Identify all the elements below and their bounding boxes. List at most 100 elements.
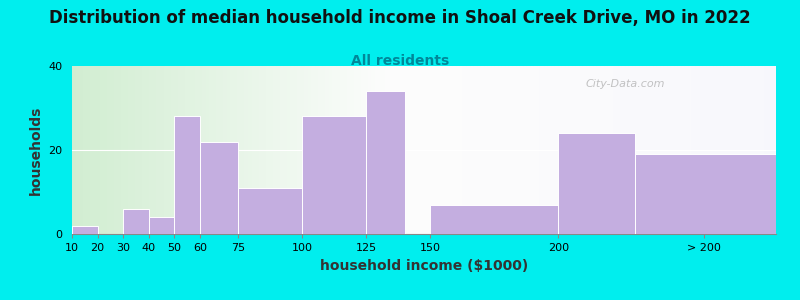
Bar [519, 66, 522, 234]
Bar [160, 66, 163, 234]
Bar [97, 66, 100, 234]
Bar [526, 66, 530, 234]
Bar [82, 66, 86, 234]
Bar [185, 66, 188, 234]
Bar [713, 66, 716, 234]
Bar [374, 66, 378, 234]
Bar [386, 66, 389, 234]
Bar [142, 66, 146, 234]
Bar [635, 154, 776, 234]
Bar [544, 66, 547, 234]
Bar [430, 205, 558, 234]
Y-axis label: households: households [29, 105, 42, 195]
Bar [118, 66, 122, 234]
Bar [410, 66, 414, 234]
Bar [522, 66, 526, 234]
Bar [216, 66, 220, 234]
Bar [72, 66, 75, 234]
Bar [445, 66, 449, 234]
Bar [163, 66, 167, 234]
Bar [477, 66, 480, 234]
Bar [755, 66, 758, 234]
Bar [315, 66, 318, 234]
Bar [726, 66, 730, 234]
Bar [329, 66, 333, 234]
Bar [283, 66, 286, 234]
Bar [230, 66, 234, 234]
Bar [758, 66, 762, 234]
Bar [178, 66, 181, 234]
Bar [558, 133, 635, 234]
Bar [650, 66, 653, 234]
Bar [157, 66, 160, 234]
Bar [484, 66, 487, 234]
Bar [466, 66, 470, 234]
Bar [75, 66, 79, 234]
Bar [72, 226, 98, 234]
Bar [399, 66, 403, 234]
Bar [304, 66, 308, 234]
Bar [530, 66, 533, 234]
Bar [709, 66, 713, 234]
Bar [350, 66, 354, 234]
Bar [238, 188, 302, 234]
Bar [290, 66, 294, 234]
Bar [255, 66, 258, 234]
Bar [403, 66, 406, 234]
Bar [505, 66, 509, 234]
Bar [487, 66, 491, 234]
Bar [625, 66, 628, 234]
Bar [336, 66, 339, 234]
Bar [93, 66, 97, 234]
Bar [128, 66, 132, 234]
Bar [311, 66, 315, 234]
Bar [751, 66, 755, 234]
Bar [286, 66, 290, 234]
Bar [494, 66, 498, 234]
Bar [681, 66, 685, 234]
Bar [575, 66, 579, 234]
Bar [188, 66, 192, 234]
Bar [691, 66, 695, 234]
Bar [550, 66, 554, 234]
Bar [251, 66, 255, 234]
Bar [174, 66, 178, 234]
Bar [266, 66, 269, 234]
Bar [417, 66, 421, 234]
Bar [565, 66, 568, 234]
Bar [167, 66, 170, 234]
Bar [547, 66, 550, 234]
X-axis label: household income ($1000): household income ($1000) [320, 259, 528, 273]
Bar [427, 66, 431, 234]
Bar [318, 66, 322, 234]
Bar [298, 66, 301, 234]
Bar [223, 66, 227, 234]
Bar [512, 66, 515, 234]
Bar [135, 66, 139, 234]
Bar [146, 66, 150, 234]
Bar [579, 66, 582, 234]
Bar [406, 66, 410, 234]
Bar [346, 66, 350, 234]
Bar [366, 91, 405, 234]
Bar [431, 66, 434, 234]
Bar [269, 66, 273, 234]
Bar [582, 66, 586, 234]
Bar [618, 66, 621, 234]
Bar [642, 66, 646, 234]
Bar [273, 66, 276, 234]
Bar [769, 66, 773, 234]
Bar [572, 66, 575, 234]
Bar [392, 66, 396, 234]
Bar [301, 66, 304, 234]
Bar [361, 66, 364, 234]
Bar [537, 66, 540, 234]
Bar [656, 66, 660, 234]
Bar [234, 66, 238, 234]
Bar [540, 66, 544, 234]
Bar [515, 66, 519, 234]
Text: Distribution of median household income in Shoal Creek Drive, MO in 2022: Distribution of median household income … [49, 9, 751, 27]
Bar [122, 66, 125, 234]
Bar [125, 66, 128, 234]
Bar [396, 66, 399, 234]
